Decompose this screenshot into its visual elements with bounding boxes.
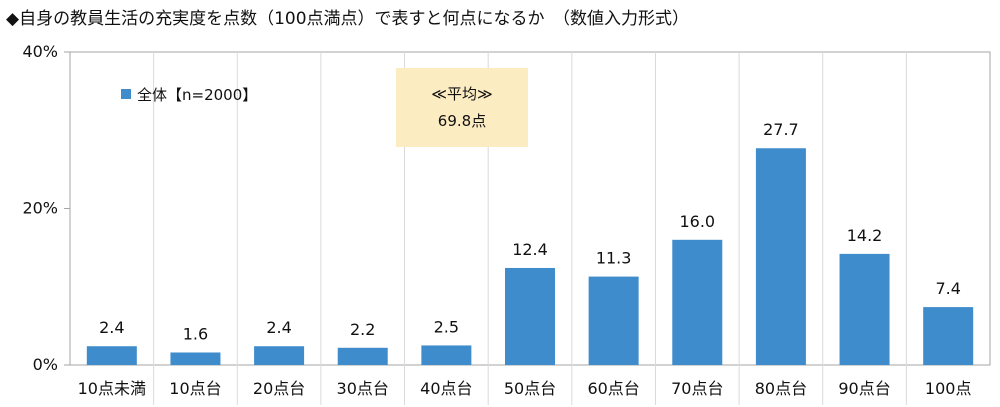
data-label: 27.7 bbox=[763, 120, 799, 139]
x-axis-tick-label: 50点台 bbox=[504, 379, 556, 398]
legend-swatch bbox=[121, 89, 131, 99]
data-label: 14.2 bbox=[847, 226, 883, 245]
data-label: 7.4 bbox=[935, 279, 960, 298]
bar bbox=[337, 347, 388, 365]
bar bbox=[755, 148, 806, 365]
x-axis-tick-label: 70点台 bbox=[671, 379, 723, 398]
data-label: 1.6 bbox=[183, 324, 208, 343]
value-labels: 2.4 1.6 2.4 2.2 2.5 12.4 11.3 16.0 27.7 14.2 7.4 bbox=[99, 120, 961, 343]
average-annotation-value: 69.8点 bbox=[438, 112, 486, 130]
bar bbox=[86, 346, 137, 365]
y-axis-tick-label: 0% bbox=[33, 355, 58, 374]
data-label: 2.4 bbox=[266, 318, 291, 337]
average-annotation: ≪平均≫ 69.8点 bbox=[396, 68, 528, 147]
x-axis-tick-label: 10点未満 bbox=[78, 379, 146, 398]
category-grid-lines bbox=[153, 52, 907, 405]
bar bbox=[170, 352, 221, 365]
y-axis-tick-label: 40% bbox=[22, 42, 58, 61]
x-axis-tick-label: 40点台 bbox=[420, 379, 472, 398]
bars bbox=[86, 148, 974, 365]
x-axis-tick-label: 80点台 bbox=[755, 379, 807, 398]
data-label: 2.2 bbox=[350, 320, 375, 339]
data-label: 2.5 bbox=[434, 317, 459, 336]
x-axis-tick-label: 30点台 bbox=[337, 379, 389, 398]
average-annotation-background bbox=[396, 68, 528, 147]
y-axis-tick-label: 20% bbox=[22, 199, 58, 218]
data-label: 2.4 bbox=[99, 318, 124, 337]
legend-label: 全体【n=2000】 bbox=[137, 86, 257, 104]
chart-title: ◆自身の教員生活の充実度を点数（100点満点）で表すと何点になるか （数値入力形… bbox=[6, 9, 689, 29]
x-axis-tick-label: 20点台 bbox=[253, 379, 305, 398]
x-axis-tick-label: 90点台 bbox=[838, 379, 890, 398]
legend: 全体【n=2000】 bbox=[121, 86, 257, 104]
bar bbox=[672, 239, 723, 365]
data-label: 16.0 bbox=[679, 212, 715, 231]
bar bbox=[923, 307, 974, 365]
bar bbox=[588, 276, 639, 365]
bar bbox=[839, 253, 890, 365]
average-annotation-label: ≪平均≫ bbox=[431, 85, 492, 103]
data-label: 11.3 bbox=[596, 249, 632, 268]
x-axis-tick-label: 10点台 bbox=[169, 379, 221, 398]
bar bbox=[254, 346, 305, 365]
y-axis-labels: 0% 20% 40% bbox=[22, 42, 58, 374]
x-axis-tick-label: 100点 bbox=[925, 379, 972, 398]
bar bbox=[505, 267, 555, 365]
data-label: 12.4 bbox=[512, 240, 548, 259]
x-axis-labels: 10点未満 10点台 20点台 30点台 40点台 50点台 60点台 70点台 80点台 90点… bbox=[78, 379, 972, 398]
bar bbox=[421, 345, 472, 365]
x-axis-tick-label: 60点台 bbox=[587, 379, 639, 398]
